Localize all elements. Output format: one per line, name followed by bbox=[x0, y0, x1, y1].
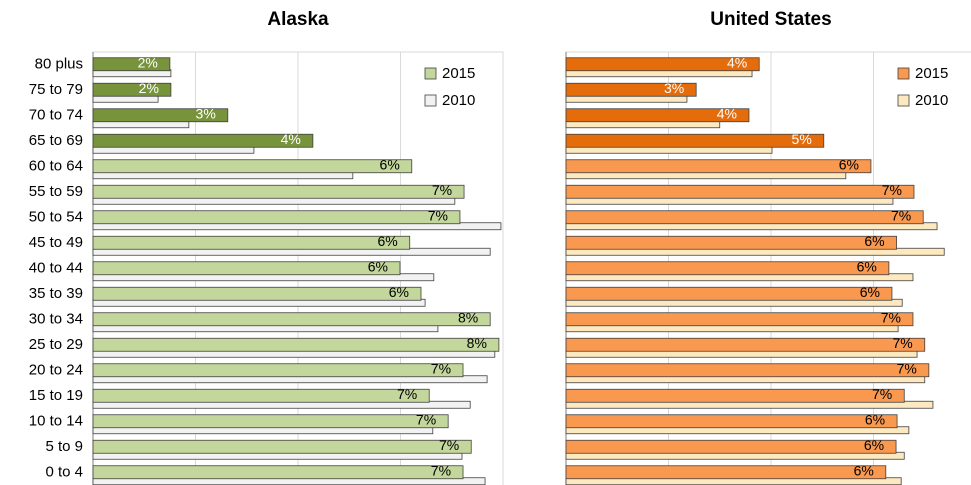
bar-2015 bbox=[565, 235, 897, 250]
data-label: 5% bbox=[792, 131, 812, 147]
data-label: 7% bbox=[891, 207, 911, 223]
bar-2015 bbox=[565, 184, 915, 199]
data-label: 6% bbox=[865, 411, 885, 427]
bar-2015 bbox=[92, 286, 422, 301]
bar-2015 bbox=[92, 235, 411, 250]
data-label: 7% bbox=[882, 182, 902, 198]
bar-2015 bbox=[565, 82, 697, 97]
legend-swatch bbox=[424, 67, 437, 80]
bar-2015 bbox=[92, 108, 229, 123]
bar-2015 bbox=[565, 414, 898, 429]
data-label: 3% bbox=[196, 105, 216, 121]
y-tick-label: 70 to 74 bbox=[29, 107, 83, 124]
data-label: 6% bbox=[857, 258, 877, 274]
data-label: 7% bbox=[416, 411, 436, 427]
data-label: 7% bbox=[397, 386, 417, 402]
bar-2015 bbox=[92, 388, 430, 403]
y-tick-label: 15 to 19 bbox=[29, 387, 83, 404]
bar-2015 bbox=[565, 57, 760, 72]
data-label: 6% bbox=[377, 233, 397, 249]
data-label: 7% bbox=[431, 360, 451, 376]
data-label: 4% bbox=[727, 54, 747, 70]
y-tick-label: 25 to 29 bbox=[29, 336, 83, 353]
data-label: 4% bbox=[717, 105, 737, 121]
legend-label: 2010 bbox=[915, 92, 948, 109]
data-label: 2% bbox=[138, 54, 158, 70]
y-tick-label: 60 to 64 bbox=[29, 158, 83, 175]
bar-2015 bbox=[92, 57, 171, 72]
y-tick-label: 50 to 54 bbox=[29, 209, 83, 226]
data-label: 6% bbox=[389, 284, 409, 300]
chart-title: Alaska bbox=[267, 9, 329, 30]
bar-2015 bbox=[92, 210, 461, 225]
bar-2015 bbox=[92, 184, 465, 199]
data-label: 6% bbox=[839, 156, 859, 172]
data-label: 6% bbox=[860, 284, 880, 300]
data-label: 6% bbox=[368, 258, 388, 274]
y-tick-label: 65 to 69 bbox=[29, 132, 83, 149]
data-label: 7% bbox=[431, 462, 451, 478]
y-tick-label: 80 plus bbox=[35, 56, 83, 73]
legend-swatch bbox=[897, 67, 910, 80]
y-tick-label: 35 to 39 bbox=[29, 285, 83, 302]
data-label: 7% bbox=[439, 437, 459, 453]
bar-2015 bbox=[565, 261, 890, 276]
bar-2015 bbox=[565, 108, 750, 123]
data-label: 7% bbox=[881, 309, 901, 325]
y-tick-label: 5 to 9 bbox=[45, 438, 83, 455]
bar-2015 bbox=[92, 465, 464, 480]
chart-title: United States bbox=[710, 9, 831, 30]
legend-swatch bbox=[897, 94, 910, 107]
data-label: 8% bbox=[467, 335, 487, 351]
y-tick-label: 30 to 34 bbox=[29, 311, 83, 328]
legend-label: 2015 bbox=[915, 65, 948, 82]
y-tick-label: 10 to 14 bbox=[29, 413, 83, 430]
bar-2015 bbox=[565, 133, 825, 148]
data-label: 7% bbox=[872, 386, 892, 402]
data-label: 6% bbox=[864, 233, 884, 249]
y-tick-label: 55 to 59 bbox=[29, 183, 83, 200]
bar-2015 bbox=[565, 312, 914, 327]
data-label: 7% bbox=[432, 182, 452, 198]
data-label: 7% bbox=[893, 335, 913, 351]
y-tick-label: 0 to 4 bbox=[45, 464, 83, 481]
bar-2015 bbox=[565, 439, 897, 454]
legend-label: 2015 bbox=[442, 65, 475, 82]
bar-2015 bbox=[92, 261, 401, 276]
bar-2015 bbox=[92, 414, 449, 429]
bar-2015 bbox=[92, 312, 491, 327]
bar-2015 bbox=[92, 82, 172, 97]
bar-2015 bbox=[565, 286, 893, 301]
bar-2015 bbox=[92, 363, 464, 378]
data-label: 7% bbox=[897, 360, 917, 376]
bar-2015 bbox=[92, 439, 472, 454]
legend-swatch bbox=[424, 94, 437, 107]
bar-2015 bbox=[92, 159, 413, 174]
data-label: 4% bbox=[281, 131, 301, 147]
bar-2015 bbox=[92, 337, 500, 352]
y-tick-label: 20 to 24 bbox=[29, 362, 83, 379]
bar-2015 bbox=[565, 388, 905, 403]
data-label: 6% bbox=[864, 437, 884, 453]
data-label: 8% bbox=[458, 309, 478, 325]
data-label: 7% bbox=[428, 207, 448, 223]
bar-2015 bbox=[565, 363, 930, 378]
data-label: 3% bbox=[664, 80, 684, 96]
bar-2015 bbox=[565, 210, 924, 225]
bar-2015 bbox=[565, 465, 887, 480]
legend-label: 2010 bbox=[442, 92, 475, 109]
data-label: 6% bbox=[380, 156, 400, 172]
y-tick-label: 45 to 49 bbox=[29, 234, 83, 251]
data-label: 2% bbox=[139, 80, 159, 96]
bar-2015 bbox=[92, 133, 314, 148]
y-tick-label: 40 to 44 bbox=[29, 260, 83, 277]
data-label: 6% bbox=[854, 462, 874, 478]
y-tick-label: 75 to 79 bbox=[29, 81, 83, 98]
bar-2015 bbox=[565, 159, 872, 174]
bar-2015 bbox=[565, 337, 926, 352]
